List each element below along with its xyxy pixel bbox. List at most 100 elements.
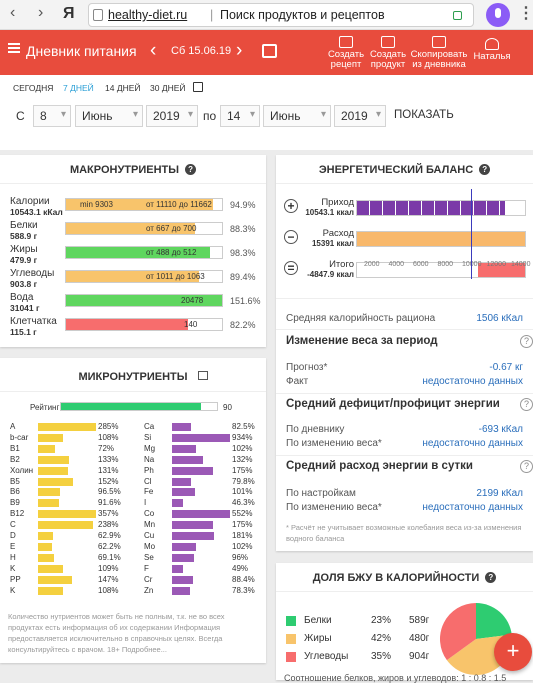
micronutrients-card: МИКРОНУТРИЕНТЫ Рейтинг 90 A 285% b-car 108%…: [0, 358, 266, 663]
micronutrient-bar: [38, 423, 96, 431]
preset-14-days[interactable]: 14 ДНЕЙ: [105, 83, 141, 93]
micro-title: МИКРОНУТРИЕНТЫ: [0, 371, 266, 383]
macro-range: от 11110 до 11662: [146, 200, 212, 209]
macro-title: МАКРОНУТРИЕНТЫ?: [0, 164, 266, 176]
micronutrient-value: 46.3%: [232, 498, 255, 508]
micronutrient-value: 88.4%: [232, 574, 255, 584]
micronutrient-row: Zn 78.3%: [144, 585, 264, 595]
calendar-icon[interactable]: [262, 44, 277, 58]
legend-name: Углеводы: [304, 651, 349, 662]
prev-date-button[interactable]: ‹: [150, 40, 157, 61]
micronutrient-row: Cl 79.8%: [144, 476, 264, 486]
micronutrient-value: 79.8%: [232, 476, 255, 486]
micronutrient-row: A 285%: [10, 423, 130, 431]
energy-tick: 6000: [413, 261, 429, 268]
to-year-select[interactable]: 2019: [334, 105, 386, 127]
micronutrient-name: K: [10, 585, 16, 595]
help-icon[interactable]: ?: [479, 164, 491, 175]
browser-toolbar: ‹ › Я healthy-diet.ru | Поиск продуктов …: [0, 0, 533, 30]
micronutrient-bar: [38, 521, 94, 530]
user-menu[interactable]: Наталья: [472, 38, 512, 62]
micronutrient-row: Si 934%: [144, 433, 264, 442]
app-header: Дневник питания ‹ Сб 15.06.19 › Создать …: [0, 30, 533, 75]
to-month-select[interactable]: Июнь: [263, 105, 331, 127]
rating-bar: [60, 402, 218, 411]
micronutrient-bar: [38, 575, 73, 584]
macro-bar-fill: [66, 223, 196, 234]
micronutrient-row: K 109%: [10, 564, 130, 573]
help-icon[interactable]: ?: [520, 398, 533, 411]
macro-label: Клетчатка 115.1 г: [10, 316, 57, 338]
energy-sign-icon: =: [284, 261, 298, 275]
microphone-icon[interactable]: [486, 3, 510, 27]
legend-percent: 42%: [371, 633, 392, 644]
from-label: С: [16, 109, 25, 123]
help-icon[interactable]: ?: [520, 460, 533, 473]
to-day-select[interactable]: 14: [220, 105, 260, 127]
macro-range: 20478: [181, 296, 204, 305]
forecast: Прогноз* -0.67 кг: [286, 362, 523, 373]
macronutrients-card: МАКРОНУТРИЕНТЫ? Калории 10543.1 кКал min 9…: [0, 155, 266, 347]
micronutrient-row: Se 96%: [144, 552, 264, 562]
chevron-right-icon[interactable]: ›: [38, 4, 44, 21]
macro-bar-fill: [66, 295, 222, 306]
create-recipe-button[interactable]: Создать рецепт: [324, 36, 368, 70]
macro-bar-fill: [66, 247, 210, 258]
macro-name: Клетчатка: [10, 316, 57, 327]
micronutrient-name: Se: [144, 552, 154, 562]
micronutrient-value: 96%: [232, 552, 249, 562]
macro-amount: 903.8 г: [10, 279, 38, 289]
micronutrient-name: Zn: [144, 585, 154, 595]
micronutrient-name: I: [144, 498, 147, 508]
micronutrient-value: 132%: [232, 454, 253, 464]
micronutrient-bar: [172, 488, 196, 497]
preset-30-days[interactable]: 30 ДНЕЙ: [150, 83, 186, 93]
legend-amount: 904г: [409, 651, 430, 662]
macro-bar-fill: [66, 271, 199, 282]
energy-tick: 14000: [511, 261, 531, 268]
help-icon[interactable]: ?: [185, 164, 197, 175]
menu-icon[interactable]: ⋮: [518, 5, 533, 22]
hamburger-icon[interactable]: [8, 43, 20, 45]
rating-label: Рейтинг: [30, 403, 60, 412]
micronutrient-row: Mn 175%: [144, 521, 264, 530]
from-month-select[interactable]: Июнь: [75, 105, 143, 127]
from-year-select[interactable]: 2019: [146, 105, 198, 127]
micronutrient-row: Mo 102%: [144, 542, 264, 551]
micronutrient-bar: [172, 532, 214, 540]
legend-name: Жиры: [304, 633, 332, 644]
bju-title: ДОЛЯ БЖУ В КАЛОРИЙНОСТИ?: [276, 572, 533, 584]
macro-range: от 1011 до 1063: [146, 272, 205, 281]
energy-label: Расход: [322, 228, 354, 239]
help-icon[interactable]: ?: [520, 335, 533, 348]
calendar-icon[interactable]: [193, 82, 203, 92]
from-day-select[interactable]: 8: [33, 105, 71, 127]
add-fab-button[interactable]: +: [494, 633, 532, 671]
create-product-button[interactable]: Создать продукт: [368, 36, 408, 70]
micronutrient-row: Na 132%: [144, 454, 264, 464]
table-icon[interactable]: [197, 371, 208, 380]
preset-7-days[interactable]: 7 ДНЕЙ: [63, 83, 94, 93]
next-date-button[interactable]: ›: [236, 40, 243, 61]
chevron-left-icon[interactable]: ‹: [10, 4, 16, 21]
show-button[interactable]: ПОКАЗАТЬ: [394, 109, 454, 121]
micronutrient-bar: [172, 466, 213, 475]
micronutrient-value: 96.5%: [98, 487, 121, 497]
micronutrient-name: B1: [10, 443, 20, 453]
energy-tick: 4000: [388, 261, 405, 268]
micronutrient-name: Co: [144, 509, 155, 519]
micronutrient-bar: [38, 499, 60, 508]
micronutrient-bar: [172, 510, 230, 519]
help-icon[interactable]: ?: [485, 572, 497, 583]
micronutrient-bar: [172, 521, 213, 530]
by-diary: По дневнику -693 кКал: [286, 424, 523, 435]
app-title: Дневник питания: [26, 43, 137, 59]
micronutrient-row: E 62.2%: [10, 542, 130, 551]
preset-today[interactable]: СЕГОДНЯ: [13, 83, 54, 93]
micronutrient-row: PP 147%: [10, 575, 130, 584]
micronutrient-bar: [172, 542, 196, 551]
copy-from-diary-button[interactable]: Скопировать из дневника: [409, 36, 469, 70]
macro-range: 140: [184, 320, 198, 329]
url-bar[interactable]: healthy-diet.ru | Поиск продуктов и реце…: [88, 3, 474, 27]
energy-tick: 2000: [364, 261, 380, 268]
